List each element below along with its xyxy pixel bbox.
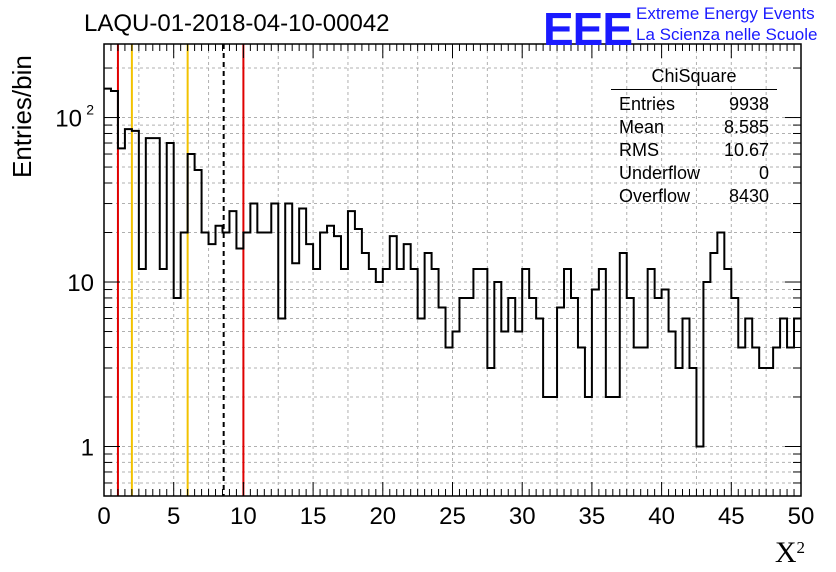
x-tick-label: 5 [167,503,180,530]
x-tick-label: 35 [579,503,606,530]
stats-row-entries: Entries 9938 [611,93,777,116]
x-tick-label: 10 [230,503,257,530]
x-tick-labels: 0 5 10 15 20 25 30 35 40 45 50 [97,503,814,530]
y-tick-label: 10 [67,270,94,297]
y-tick-exponent: 2 [86,102,94,118]
stats-row-underflow: Underflow 0 [611,162,777,185]
grid-lines [103,44,802,497]
x-tick-label: 30 [509,503,536,530]
x-tick-label: 20 [369,503,396,530]
y-tick-label: 10 [55,106,82,133]
stats-label: Overflow [619,186,691,206]
histogram-outline [104,87,801,448]
stats-row-mean: Mean 8.585 [611,116,777,139]
stats-box: ChiSquare Entries 9938 Mean 8.585 RMS 10… [611,66,777,208]
stats-row-rms: RMS 10.67 [611,139,777,162]
stats-value: 0 [758,163,769,183]
x-tick-label: 40 [648,503,675,530]
logo-line-1: Extreme Energy Events [636,4,815,23]
y-axis-label: Entries/bin [7,55,37,178]
stats-label: Underflow [619,163,701,183]
eee-logo: EEE [543,3,633,55]
x-axis-label-base: X [774,536,797,569]
x-tick-label: 50 [788,503,815,530]
stats-row-overflow: Overflow 8430 [611,185,777,208]
y-tick-label: 1 [81,434,94,461]
stats-label: Mean [619,117,665,137]
stats-value: 8430 [728,186,769,206]
x-tick-label: 45 [718,503,745,530]
stats-label: RMS [619,140,659,160]
stats-label: Entries [619,94,676,114]
x-axis-label-sup: 2 [796,538,806,557]
stats-value: 8.585 [723,117,769,137]
chart-title: LAQU-01-2018-04-10-00042 [84,10,390,37]
axis-ticks [103,44,802,497]
x-tick-label: 15 [300,503,327,530]
x-tick-label: 0 [97,503,110,530]
x-axis-label: X2 [775,536,805,570]
stats-value: 10.67 [723,140,769,160]
x-tick-label: 25 [439,503,466,530]
stats-title: ChiSquare [611,66,777,90]
logo-line-2: La Scienza nelle Scuole [636,25,818,44]
stats-value: 9938 [728,94,769,114]
